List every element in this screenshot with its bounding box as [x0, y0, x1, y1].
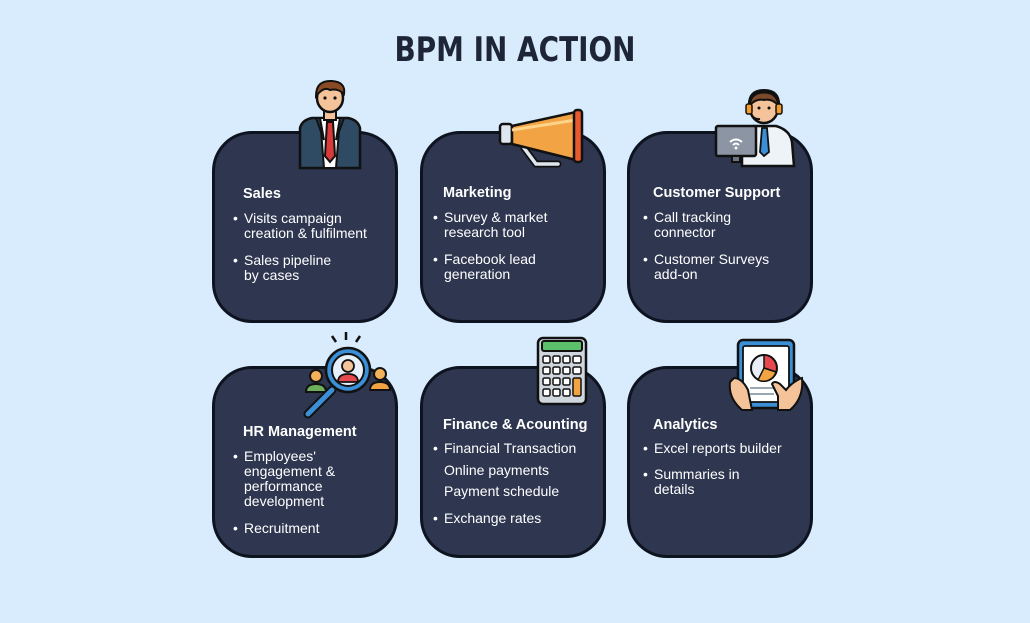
- megaphone-icon: [498, 108, 584, 168]
- recruitment-magnifier-icon: [303, 332, 392, 419]
- list-item: Summaries in details: [643, 467, 802, 497]
- businessman-icon: [298, 79, 362, 170]
- card-title: Customer Support: [653, 185, 781, 201]
- card-list: Call tracking connector Customer Surveys…: [643, 210, 802, 282]
- card-title: Analytics: [653, 417, 718, 433]
- list-item: Excel reports builder: [643, 441, 802, 457]
- list-item: Employees' engagement & performance deve…: [233, 449, 387, 509]
- list-item: Call tracking connector: [643, 210, 802, 240]
- list-item: Exchange rates: [433, 511, 595, 527]
- card-list: Financial Transaction Online payments Pa…: [433, 441, 595, 527]
- card-title: HR Management: [243, 424, 357, 440]
- card-list: Visits campaign creation & fulfilment Sa…: [233, 211, 387, 283]
- card-list: Survey & market research tool Facebook l…: [433, 210, 595, 282]
- page-title: BPM IN ACTION: [394, 30, 636, 70]
- list-item: Recruitment: [233, 521, 387, 537]
- support-agent-icon: [714, 88, 796, 168]
- list-item: Financial Transaction: [433, 441, 595, 457]
- list-item: Online payments: [444, 462, 550, 478]
- analytics-tablet-icon: [728, 338, 804, 411]
- card-marketing: Marketing Survey & market research tool …: [420, 131, 606, 323]
- card-list: Employees' engagement & performance deve…: [233, 449, 387, 537]
- list-item: Sales pipeline by cases: [233, 253, 387, 283]
- calculator-icon: [536, 336, 588, 406]
- card-title: Finance & Acounting: [443, 417, 588, 433]
- list-item: Visits campaign creation & fulfilment: [233, 211, 387, 241]
- list-item: Survey & market research tool: [433, 210, 595, 240]
- list-item: Payment schedule: [444, 483, 560, 499]
- card-title: Marketing: [443, 185, 512, 201]
- card-list: Excel reports builder Summaries in detai…: [643, 441, 802, 497]
- card-hr-management: HR Management Employees' engagement & pe…: [212, 366, 398, 558]
- list-item: Customer Surveys add-on: [643, 252, 802, 282]
- card-title: Sales: [243, 186, 281, 202]
- list-item: Facebook lead generation: [433, 252, 595, 282]
